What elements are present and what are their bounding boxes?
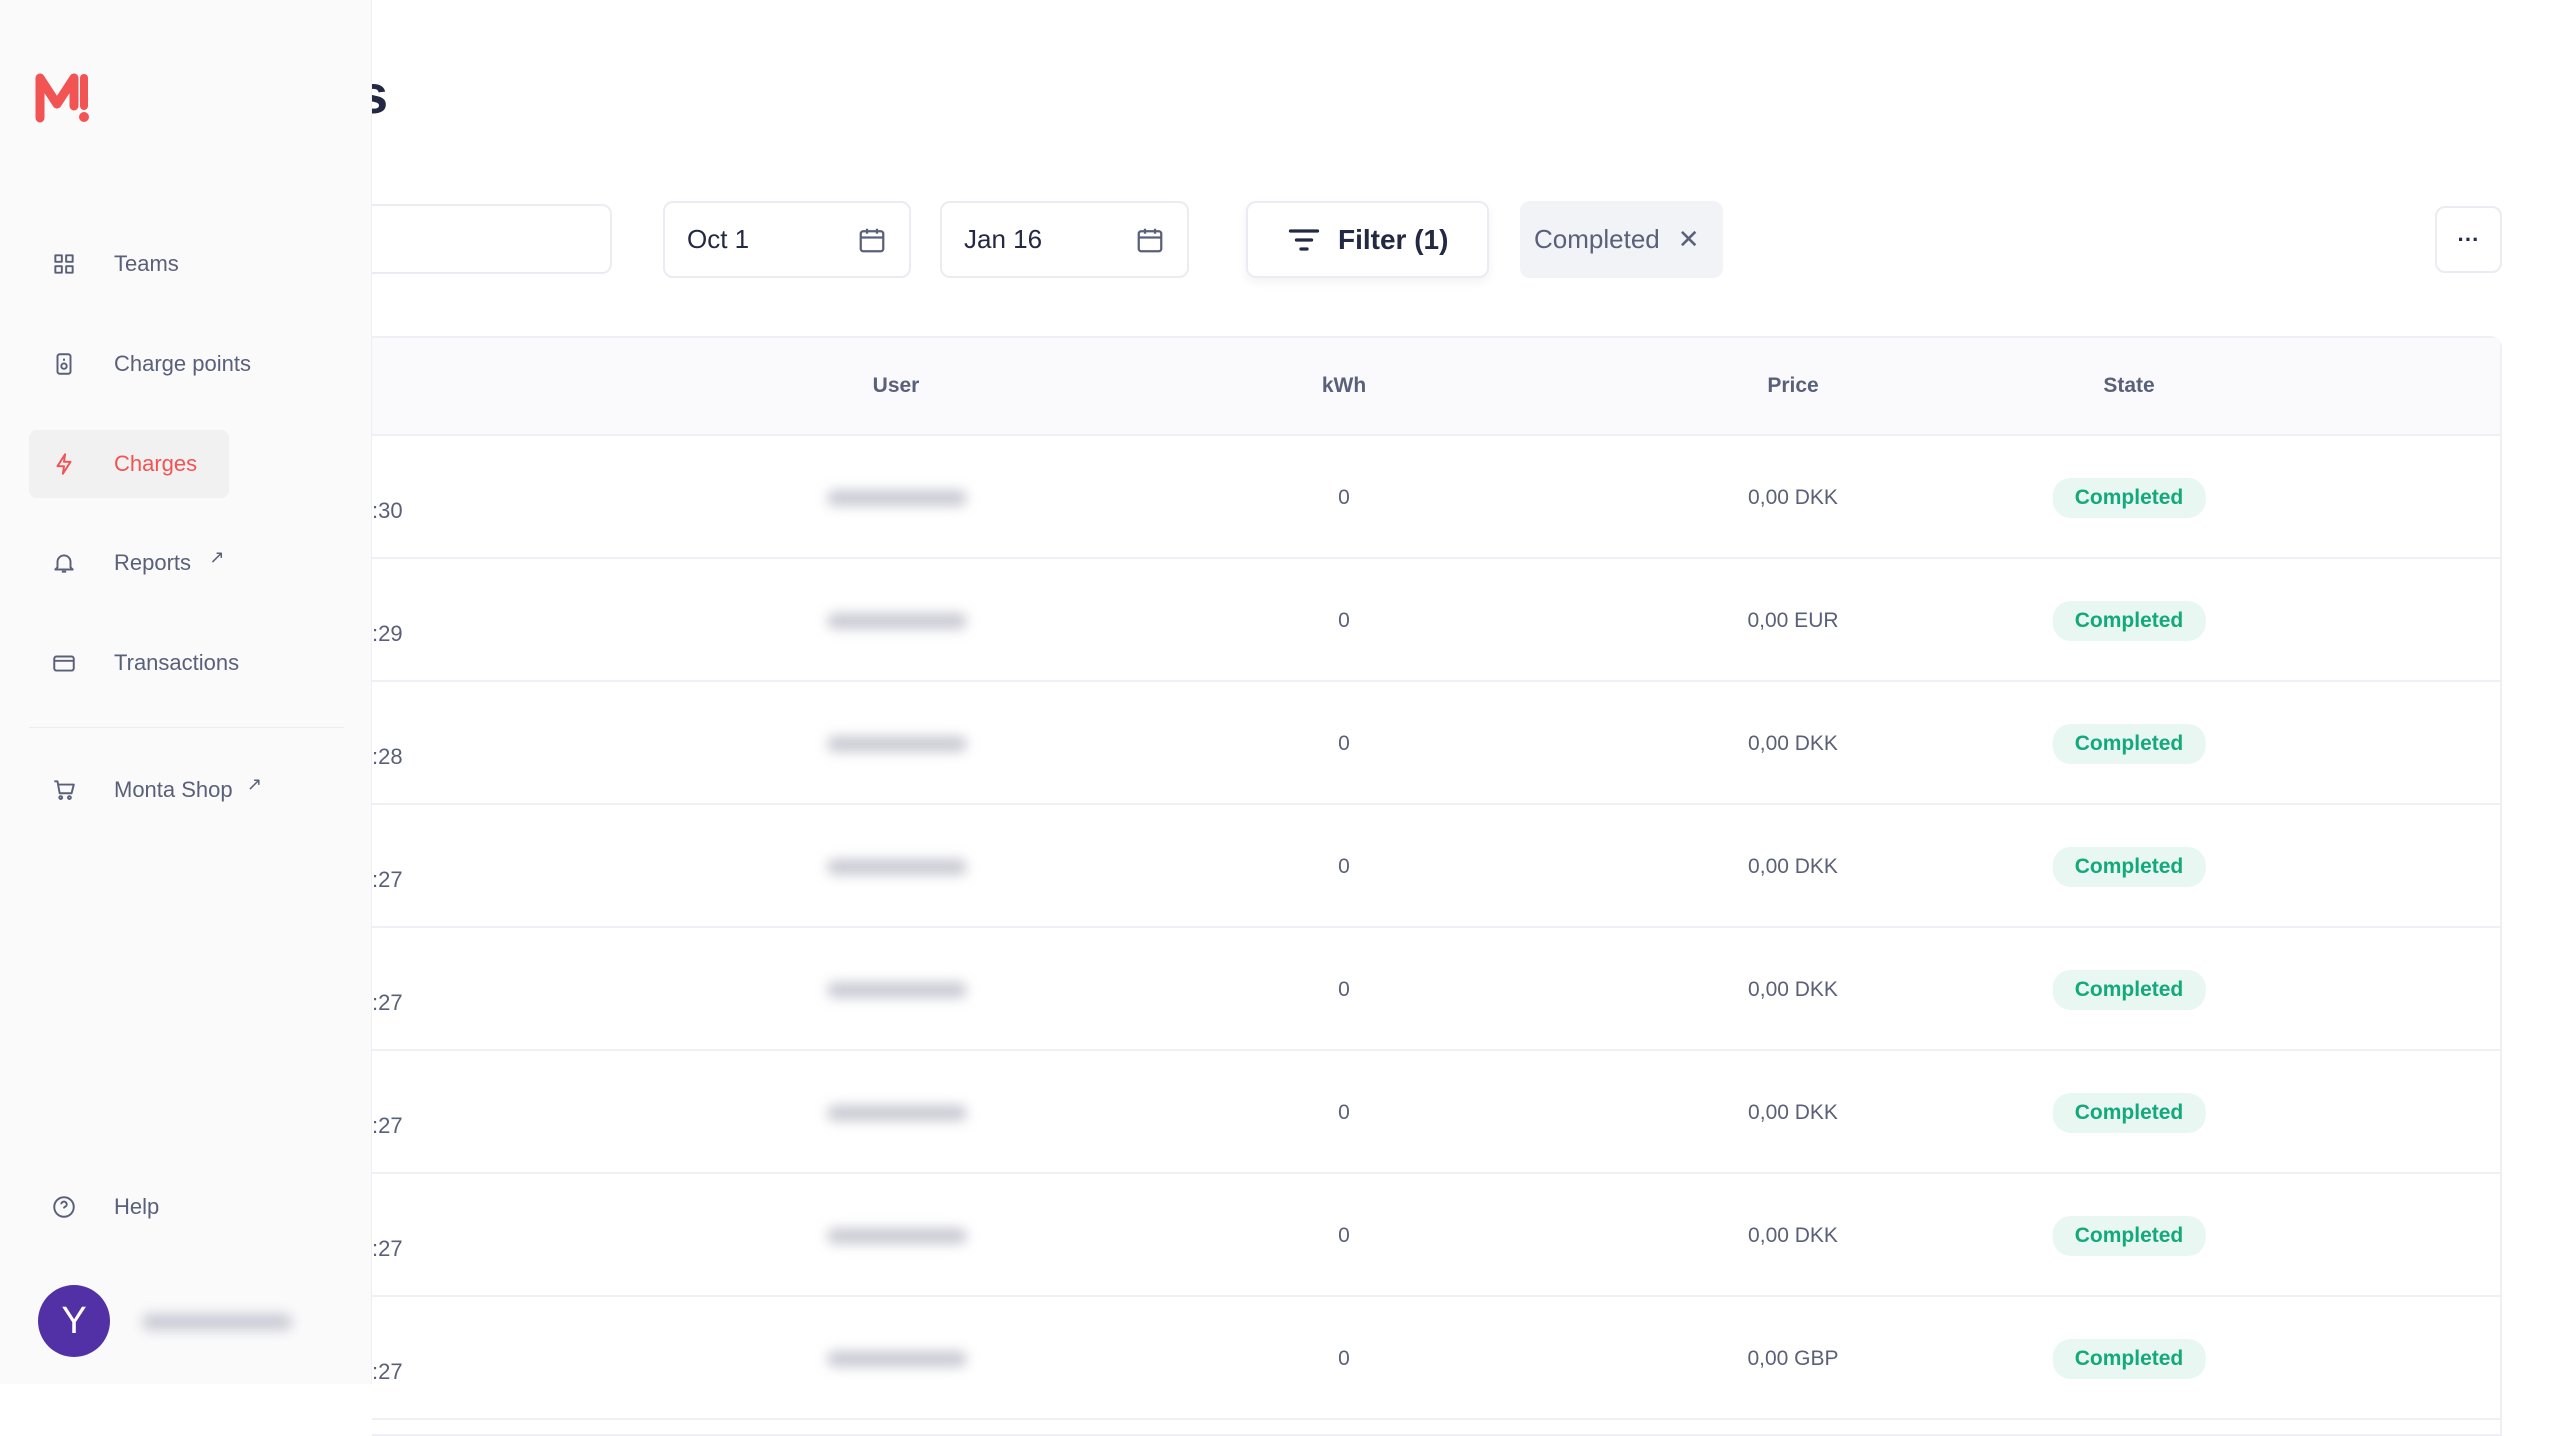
sidebar-item-monta-shop[interactable]: Monta Shop ↗	[29, 756, 262, 824]
user-name-redacted	[827, 1228, 967, 1244]
start-time: :27	[372, 1359, 403, 1384]
user-name-redacted	[827, 490, 967, 506]
sidebar-item-charge-points[interactable]: Charge points	[29, 330, 251, 398]
user-name-redacted	[827, 1351, 967, 1367]
grid-icon	[54, 254, 74, 274]
status-badge: Completed	[2052, 601, 2206, 641]
user-name-redacted	[827, 982, 967, 998]
table-row[interactable]: :27 0 0,00 DKK Completed	[372, 805, 2500, 928]
price-value: 0,00 GBP	[1747, 1347, 1839, 1370]
filter-button[interactable]: Filter (1)	[1246, 201, 1489, 278]
user-name-redacted	[827, 859, 967, 875]
sidebar-item-reports[interactable]: Reports ↗	[29, 529, 229, 597]
kwh-value: 0	[1338, 486, 1350, 509]
kwh-value: 0	[1338, 978, 1350, 1001]
calendar-icon[interactable]	[1135, 225, 1165, 255]
sidebar-divider	[29, 727, 344, 728]
kwh-value: 0	[1338, 732, 1350, 755]
price-value: 0,00 DKK	[1748, 1224, 1838, 1247]
chip-label: Completed	[1534, 224, 1660, 254]
user-name-redacted	[827, 1105, 967, 1121]
sidebar-item-label: Monta Shop	[114, 777, 233, 802]
price-value: 0,00 EUR	[1747, 609, 1839, 632]
charges-table: User kWh Price State :30 0 0,00 DKK Comp…	[372, 336, 2502, 1436]
price-value: 0,00 DKK	[1748, 732, 1838, 755]
sidebar-item-charges[interactable]: Charges	[29, 430, 229, 498]
card-icon	[53, 655, 75, 672]
external-link-icon: ↗	[247, 774, 263, 794]
start-time: :29	[372, 621, 403, 646]
kwh-value: 0	[1338, 1101, 1350, 1124]
sidebar: Teams Charge points Charges Reports ↗ Tr…	[0, 0, 372, 1384]
cart-icon	[54, 780, 75, 800]
user-name-redacted	[142, 1314, 292, 1330]
date-to-value: Jan 16	[964, 224, 1043, 254]
sidebar-item-label: Transactions	[114, 650, 240, 675]
lightning-icon	[56, 453, 72, 475]
price-value: 0,00 DKK	[1748, 978, 1838, 1001]
help-icon	[53, 1196, 75, 1218]
avatar[interactable]: Y	[38, 1285, 110, 1357]
monta-logo	[35, 73, 89, 123]
sidebar-item-help[interactable]: Help	[29, 1173, 229, 1241]
status-badge: Completed	[2052, 1216, 2206, 1256]
user-name-redacted	[827, 736, 967, 752]
calendar-icon[interactable]	[857, 225, 887, 255]
kwh-value: 0	[1338, 855, 1350, 878]
column-state[interactable]: State	[2103, 374, 2155, 397]
kwh-value: 0	[1338, 609, 1350, 632]
table-row[interactable]: :27 0 0,00 GBP Completed	[372, 1297, 2500, 1420]
sidebar-item-teams[interactable]: Teams	[29, 230, 229, 298]
start-time: :27	[372, 1113, 403, 1138]
status-badge: Completed	[2052, 847, 2206, 887]
kwh-value: 0	[1338, 1347, 1350, 1370]
sidebar-item-transactions[interactable]: Transactions	[29, 629, 239, 697]
more-options-button[interactable]: ···	[2435, 206, 2502, 273]
start-time: :27	[372, 1236, 403, 1261]
status-badge: Completed	[2052, 970, 2206, 1010]
sidebar-item-label: Teams	[114, 251, 179, 276]
status-badge: Completed	[2052, 478, 2206, 518]
table-row[interactable]: :28 0 0,00 DKK Completed	[372, 682, 2500, 805]
kwh-value: 0	[1338, 1224, 1350, 1247]
column-price[interactable]: Price	[1767, 374, 1819, 397]
help-label: Help	[114, 1194, 160, 1219]
active-filter-chip: Completed ✕	[1520, 201, 1723, 278]
sidebar-item-label: Reports	[114, 550, 192, 575]
status-badge: Completed	[2052, 1093, 2206, 1133]
user-name-redacted	[827, 613, 967, 629]
status-badge: Completed	[2052, 724, 2206, 764]
price-value: 0,00 DKK	[1748, 855, 1838, 878]
sidebar-item-label: Charge points	[114, 351, 251, 376]
status-badge: Completed	[2052, 1339, 2206, 1379]
external-link-icon: ↗	[209, 547, 225, 567]
start-time: :28	[372, 744, 403, 769]
price-value: 0,00 DKK	[1748, 1101, 1838, 1124]
start-time: :27	[372, 867, 403, 892]
table-header: User kWh Price State	[372, 338, 2500, 436]
column-user[interactable]: User	[872, 374, 920, 397]
table-row[interactable]: :30 0 0,00 DKK Completed	[372, 436, 2500, 559]
date-from-picker[interactable]: Oct 1	[663, 201, 911, 278]
close-icon[interactable]: ✕	[1677, 224, 1700, 254]
table-row[interactable]: :27 0 0,00 DKK Completed	[372, 928, 2500, 1051]
table-row[interactable]: :29 0 0,00 EUR Completed	[372, 559, 2500, 682]
price-value: 0,00 DKK	[1748, 486, 1838, 509]
filter-icon	[1288, 228, 1320, 251]
table-row[interactable]: :27 0 0,00 DKK Completed	[372, 1051, 2500, 1174]
table-row[interactable]: :27 0 0,00 DKK Completed	[372, 1174, 2500, 1297]
start-time: :30	[372, 498, 403, 523]
date-to-picker[interactable]: Jan 16	[940, 201, 1189, 278]
charge-point-icon	[56, 353, 72, 375]
sidebar-item-label: Charges	[114, 451, 198, 476]
start-time: :27	[372, 990, 403, 1015]
more-icon: ···	[2457, 226, 2480, 252]
bell-icon	[54, 554, 74, 573]
filter-label: Filter (1)	[1338, 223, 1449, 255]
column-kwh[interactable]: kWh	[1321, 374, 1367, 397]
search-input[interactable]	[340, 204, 612, 274]
date-from-value: Oct 1	[687, 224, 750, 254]
